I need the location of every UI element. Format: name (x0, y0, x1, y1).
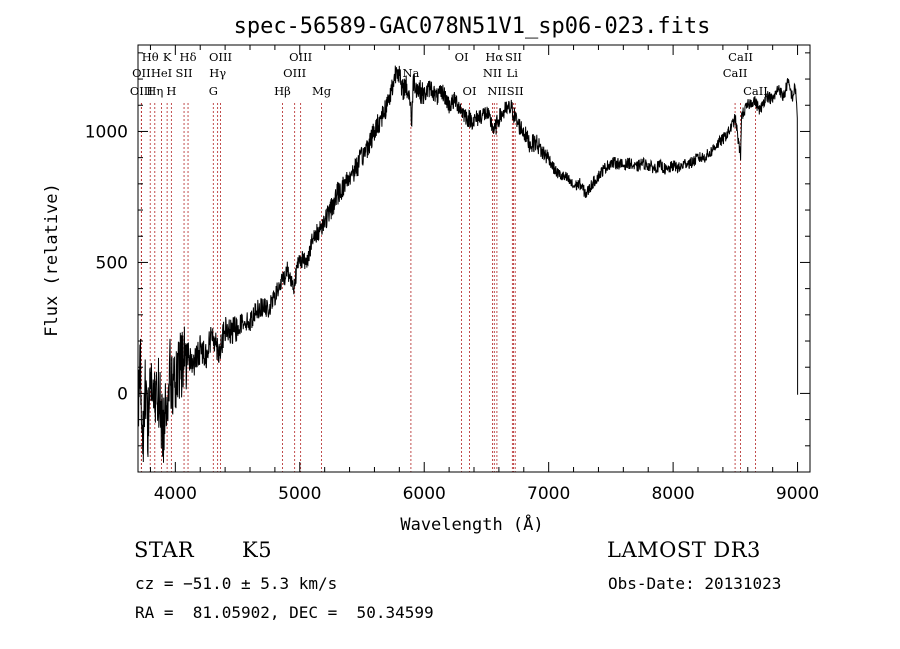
x-axis-label: Wavelength (Å) (400, 513, 543, 535)
spectral-line-label: Hη (146, 84, 163, 98)
spectral-line-label: OIII (289, 50, 312, 64)
spectral-line-label: SII (507, 84, 524, 98)
spectral-line-label: OIII (209, 50, 232, 64)
x-tick-label: 4000 (154, 484, 197, 504)
spectrum-chart: spec-56589-GAC078N51V1_sp06-023.fits Wav… (42, 14, 819, 535)
y-axis-label: Flux (relative) (42, 183, 62, 337)
spectral-line-label: SII (176, 66, 193, 80)
chart-title: spec-56589-GAC078N51V1_sp06-023.fits (234, 14, 711, 39)
spectral-line-label: Hβ (274, 84, 291, 98)
spectral-line-label: HeI (151, 66, 172, 80)
spectral-line-label: Hγ (209, 66, 226, 80)
spectral-subclass: K5 (242, 538, 273, 562)
axes-layer: 4000 5000 6000 7000 8000 9000 0 500 1000 (85, 44, 819, 504)
flux-series-line (137, 65, 799, 463)
series-layer (137, 65, 799, 463)
x-tick-label: 5000 (278, 484, 321, 504)
x-tick-label: 9000 (776, 484, 819, 504)
spectral-line-label: CaII (728, 50, 753, 64)
y-tick-label: 0 (117, 384, 128, 404)
x-tick-label: 7000 (527, 484, 570, 504)
redshift-velocity: cz = −51.0 ± 5.3 km/s (135, 574, 338, 593)
spectral-line-label: Hδ (180, 50, 197, 64)
survey-release: LAMOST DR3 (607, 538, 761, 562)
y-tick-label: 1000 (85, 122, 128, 142)
x-tick-label: 8000 (651, 484, 694, 504)
spectral-line-label: K (163, 50, 172, 64)
object-class: STAR (134, 538, 195, 562)
spectral-line-label: CaII (743, 84, 768, 98)
spectral-line-label: CaII (723, 66, 748, 80)
spectral-line-label: Hθ (142, 50, 159, 64)
spectral-line-label: OII (132, 66, 151, 80)
spectral-line-label: OIII (130, 84, 153, 98)
spectral-line-label: OI (455, 50, 469, 64)
spectral-line-label: OI (463, 84, 477, 98)
y-tick-label: 500 (96, 253, 128, 273)
spectral-line-label: Hα (485, 50, 503, 64)
spectral-line-label: OIII (283, 66, 306, 80)
x-tick-label: 6000 (403, 484, 446, 504)
spectral-line-label: SII (505, 50, 522, 64)
spectral-line-label: NII (483, 66, 502, 80)
spectral-line-label: NII (487, 84, 506, 98)
spectral-line-label: Na (402, 66, 419, 80)
sky-coordinates: RA = 81.05902, DEC = 50.34599 (135, 603, 434, 622)
spectral-lines-layer (140, 103, 756, 472)
plot-frame (137, 44, 811, 473)
spectral-line-label: Li (507, 66, 519, 80)
observation-date: Obs-Date: 20131023 (608, 574, 782, 593)
spectral-line-label: Mg (312, 84, 332, 98)
spectral-line-label: H (166, 84, 176, 98)
spectral-line-label: G (209, 84, 218, 98)
